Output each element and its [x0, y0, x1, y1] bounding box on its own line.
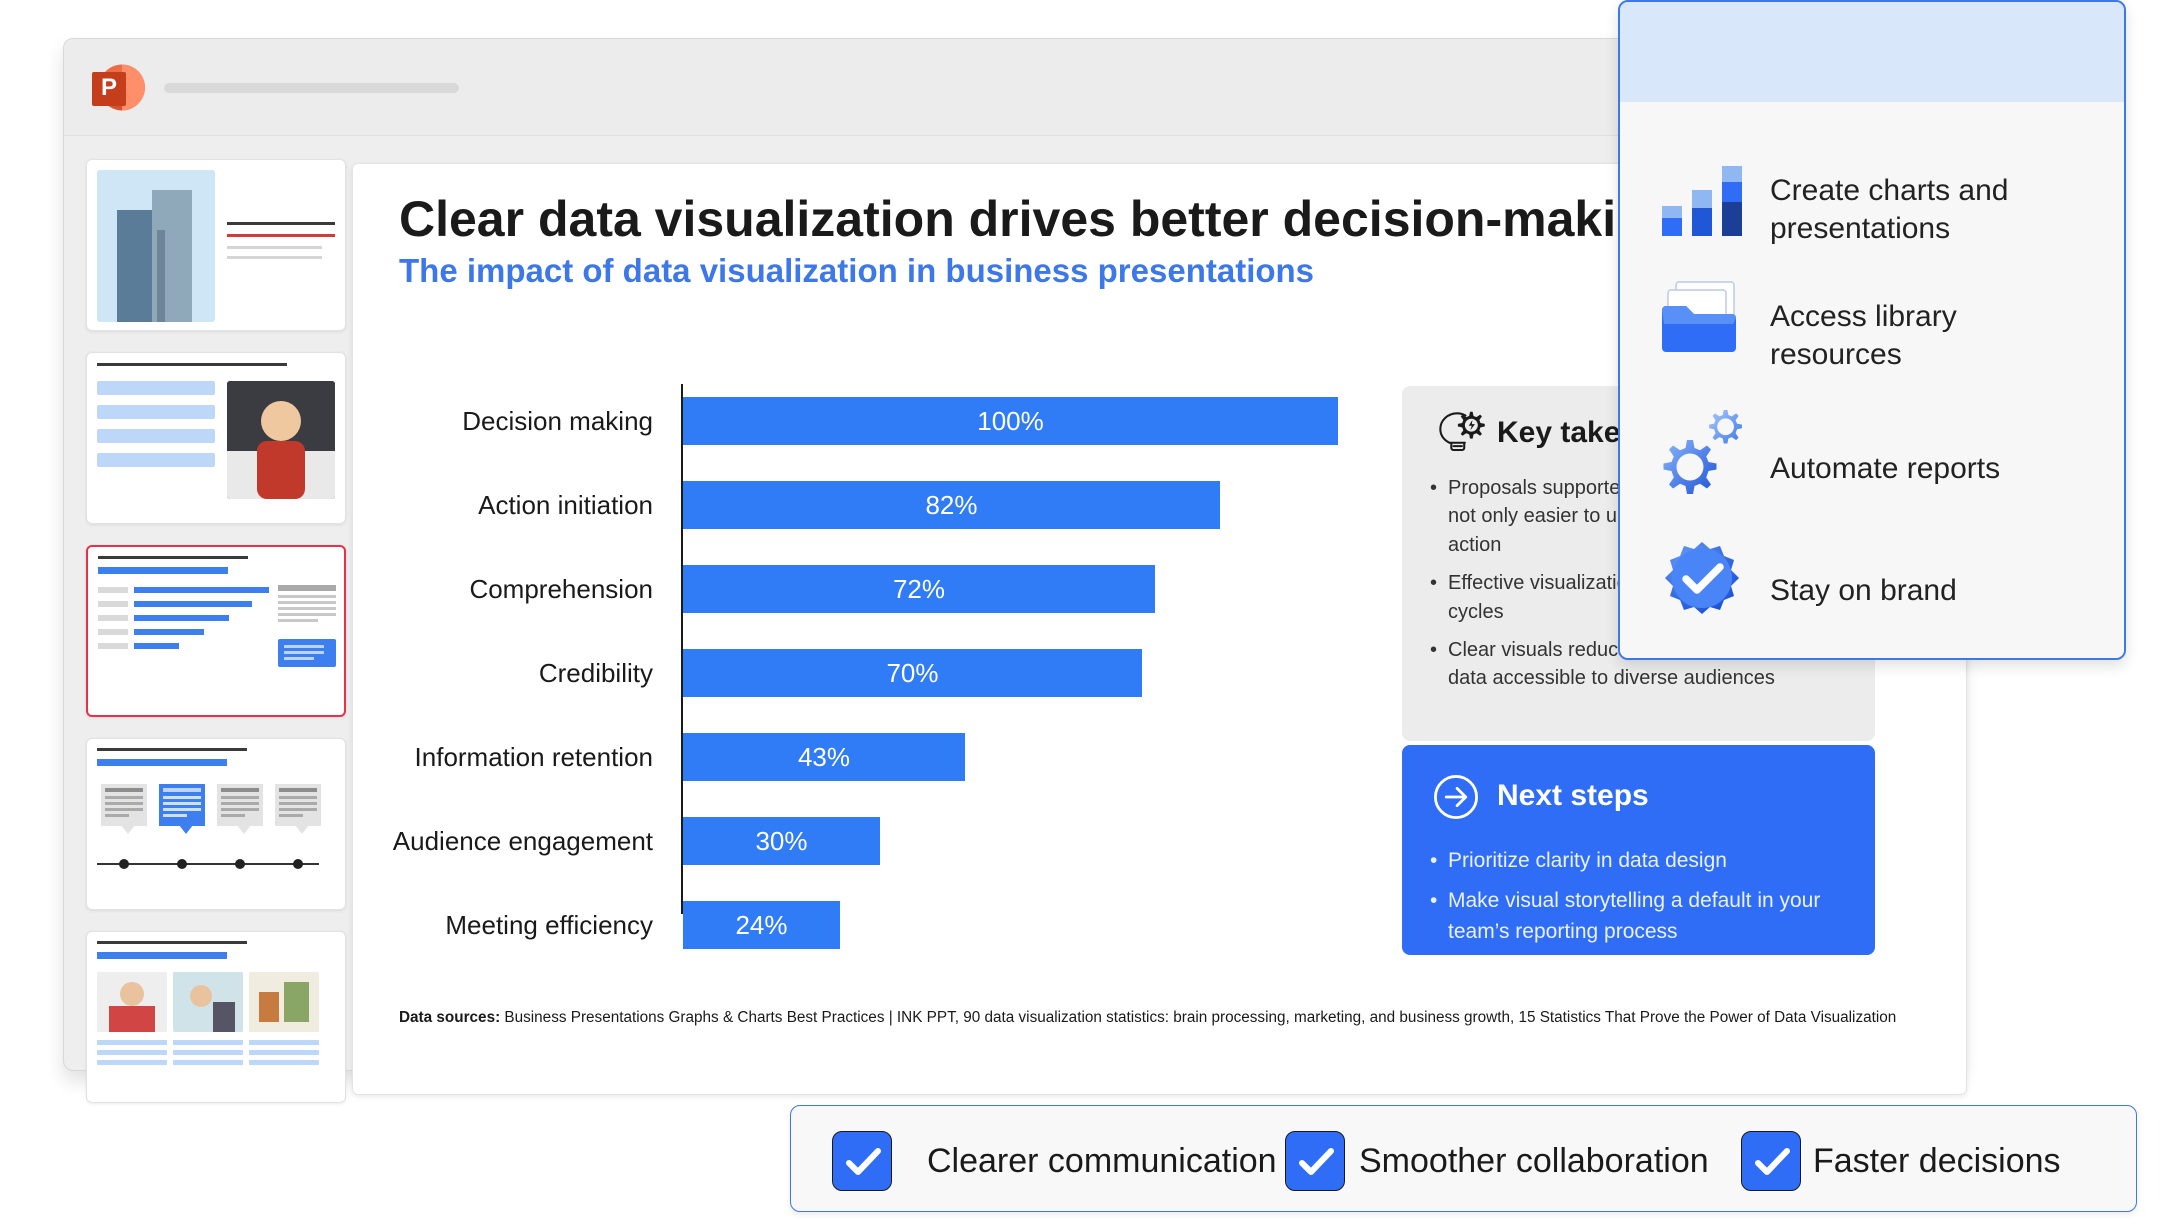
svg-text:P: P	[101, 74, 117, 101]
